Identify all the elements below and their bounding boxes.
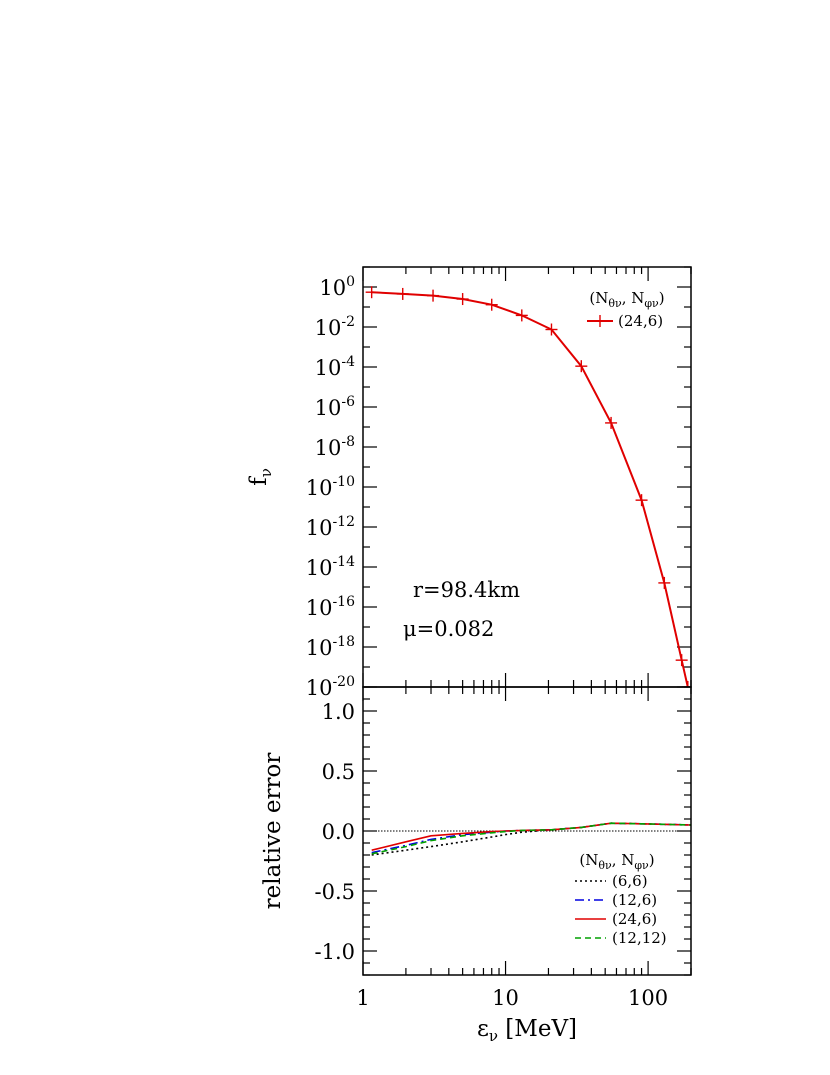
legend-header-part: ) [659,289,665,307]
legend-header-part: , N [622,289,645,307]
top-panel: 10010-210-410-610-810-1010-1210-1410-161… [246,266,692,700]
top-ytick-label: 10-4 [315,354,355,380]
bottom-series-line [371,822,691,855]
ytick-exponent: -16 [332,594,355,610]
top-ytick-label: 10-18 [306,634,355,660]
legend-header-part: (N [579,851,598,869]
bottom-series [371,822,691,856]
top-series [365,286,691,687]
legend-header-part: ) [649,851,655,869]
ytick-base: 10 [306,476,333,500]
legend-header-part: θν [608,297,622,310]
ytick-exponent: -2 [341,314,355,330]
legend-header: (Nθν, Nφν) [579,851,654,872]
ytick-base: 10 [315,396,342,420]
legend-header: (Nθν, Nφν) [589,289,664,310]
bottom-ytick-label: 0.0 [322,820,355,844]
legend-header-part: θν [598,859,612,872]
bottom-legend: (Nθν, Nφν)(6,6)(12,6)(24,6)(12,12) [575,851,667,947]
legend-header-part: φν [634,859,649,872]
top-ytick-label: 10-16 [306,594,355,620]
ytick-base: 10 [315,316,342,340]
ytick-exponent: -18 [332,634,355,650]
legend-label: (12,12) [612,929,667,947]
top-ytick-label: 10-20 [306,674,355,700]
top-ylabel-main: f [246,476,272,486]
top-ytick-label: 10-12 [306,514,355,540]
legend-header-part: , N [612,851,635,869]
bottom-ytick-label: -0.5 [315,880,356,904]
top-ytick-label: 10-10 [306,474,355,500]
bottom-ylabel: relative error [260,753,286,910]
bottom-xlabel-unit: [MeV] [498,1016,577,1042]
annotation-mu: μ=0.082 [403,617,494,641]
top-ytick-label: 10-6 [315,394,355,420]
ytick-base: 10 [306,596,333,620]
top-ytick-label: 10-8 [315,434,355,460]
legend-label: (24,6) [618,312,663,330]
top-legend: (Nθν, Nφν) (24,6) [587,289,665,330]
bottom-ytick-label: -1.0 [315,940,356,964]
bottom-ticks [362,686,692,976]
bottom-xlabel: εν [MeV] [477,1016,577,1045]
annotation-radius: r=98.4km [413,578,520,602]
top-ytick-label: 10-14 [306,554,355,580]
bottom-xlabel-sub: ν [489,1027,498,1045]
top-ytick-labels: 10010-210-410-610-810-1010-1210-1410-161… [306,274,355,700]
legend-label: (12,6) [612,891,657,909]
ytick-exponent: -20 [332,674,355,690]
bottom-ytick-label: 0.5 [322,760,355,784]
ytick-base: 10 [315,356,342,380]
ytick-exponent: -12 [332,514,355,530]
legend-header-part: φν [644,297,659,310]
bottom-ytick-label: 1.0 [322,700,355,724]
top-ylabel-sub: ν [257,468,275,477]
top-ytick-label: 10-2 [315,314,355,340]
ytick-exponent: -8 [341,434,355,450]
bottom-xlabel-main: ε [477,1016,489,1042]
bottom-plot-frame [362,686,692,976]
ytick-base: 10 [319,276,346,300]
bottom-ytick-labels: 1.0 0.5 0.0 -0.5 -1.0 [315,700,356,964]
bottom-xtick-label: 100 [628,986,668,1010]
ytick-base: 10 [306,516,333,540]
bottom-xtick-label: 1 [356,986,369,1010]
ytick-base: 10 [306,556,333,580]
legend-header-part: (N [589,289,608,307]
top-ylabel: fν [246,468,275,486]
bottom-xtick-labels: 1 10 100 [356,986,668,1010]
ytick-exponent: -14 [332,554,355,570]
ytick-base: 10 [306,636,333,660]
ytick-exponent: -10 [332,474,355,490]
ytick-exponent: -6 [341,394,355,410]
bottom-panel: 1.00.50.0-0.5-1.0 1 10 100 relative error … [260,686,692,1045]
bottom-series-line [371,822,691,851]
bottom-xtick-label: 10 [492,986,519,1010]
ytick-exponent: 0 [346,274,355,290]
legend-label: (24,6) [612,910,657,928]
ytick-exponent: -4 [341,354,355,370]
ytick-base: 10 [315,436,342,460]
legend-label: (6,6) [612,872,648,890]
ytick-base: 10 [306,676,333,700]
top-ytick-label: 100 [319,274,355,300]
